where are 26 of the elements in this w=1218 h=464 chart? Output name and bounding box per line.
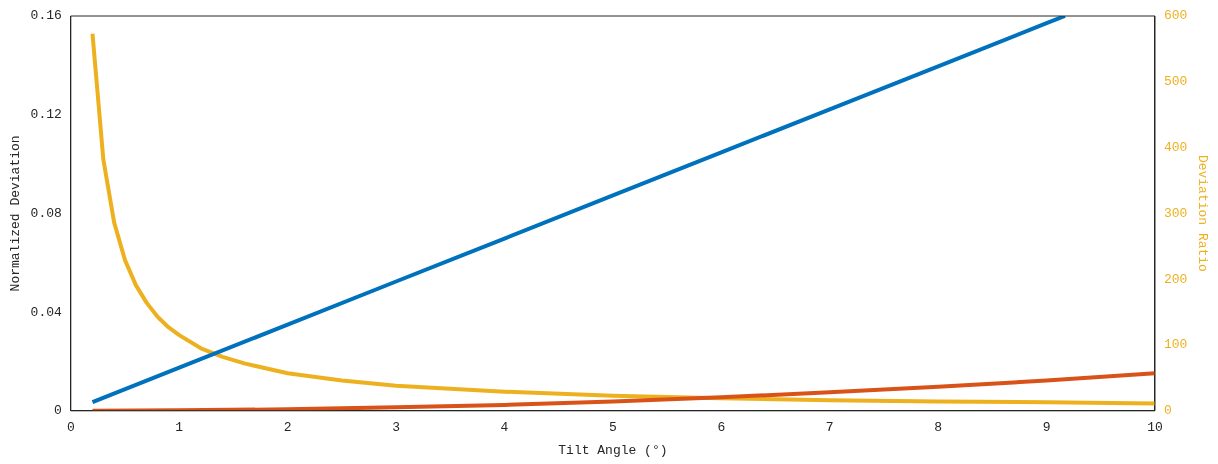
y-tick-label: 0.04 [30,304,62,320]
y-tick-label: 0.08 [30,205,62,221]
x-tick-label: 3 [392,420,400,436]
y-tick-label: 0.12 [30,107,62,123]
y2-axis-title: Deviation Ratio [1194,154,1210,272]
x-tick-label: 9 [1042,420,1051,436]
y2-tick-label: 100 [1164,337,1188,353]
y-axis-title: Normalized Deviation [8,135,24,292]
x-tick-label: 7 [825,420,834,436]
y2-tick-label: 400 [1164,140,1188,156]
x-tick-label: 0 [66,420,75,436]
y2-tick-label: 500 [1164,74,1188,90]
y2-tick-label: 300 [1164,205,1188,221]
y-tick-label: 0.16 [30,8,62,24]
x-tick-label: 2 [283,420,292,436]
x-axis-title: Tilt Angle (°) [558,442,668,458]
y2-tick-label: 200 [1164,271,1188,287]
x-tick-label: 6 [717,420,726,436]
y2-tick-label: 600 [1164,8,1188,24]
x-tick-label: 4 [500,420,509,436]
y2-tick-label: 0 [1164,403,1172,419]
x-tick-label: 1 [175,420,184,436]
x-tick-label: 10 [1147,420,1163,436]
y-tick-label: 0 [53,403,62,419]
x-tick-label: 8 [934,420,943,436]
x-tick-label: 5 [608,420,617,436]
